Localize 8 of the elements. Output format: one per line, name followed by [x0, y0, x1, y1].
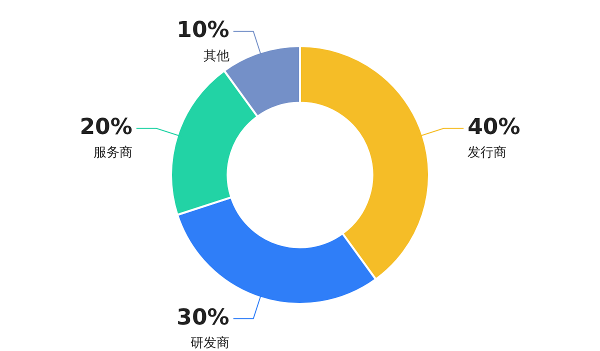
slice-label: 其他: [203, 48, 230, 64]
data-label: 10%: [176, 18, 230, 44]
data-label: 20%: [80, 115, 132, 140]
data-label: 40%: [468, 115, 520, 140]
data-label: 30%: [176, 305, 230, 330]
slice-label: 发行商: [468, 146, 507, 161]
slice-label: 服务商: [93, 146, 132, 161]
slice-label: 研发商: [190, 336, 230, 351]
